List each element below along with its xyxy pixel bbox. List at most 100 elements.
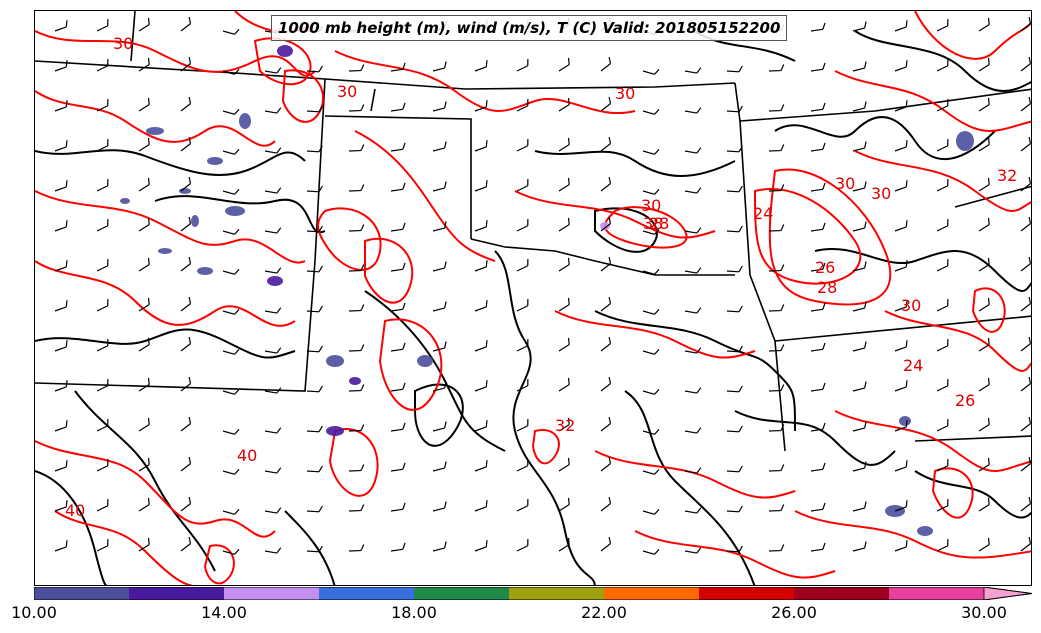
wind-barb	[894, 420, 908, 432]
wind-barb	[96, 379, 109, 392]
wind-barb	[390, 142, 406, 152]
wind-barb	[1020, 56, 1031, 72]
wind-barb	[768, 64, 785, 72]
wind-barb	[306, 105, 323, 113]
wind-barb	[978, 497, 990, 512]
wind-barb	[768, 504, 785, 512]
wind-barb	[810, 182, 826, 192]
wind-barb	[264, 187, 282, 194]
wind-barb	[810, 262, 826, 272]
wind-barb	[810, 342, 826, 352]
wind-barb	[138, 17, 150, 32]
wind-barb	[474, 300, 488, 312]
colorbar-bin	[129, 587, 225, 600]
wind-barb	[516, 259, 529, 272]
wind-barb	[138, 137, 150, 152]
wind-barb	[390, 222, 406, 232]
wind-barb	[600, 56, 612, 72]
wind-barb	[600, 376, 612, 392]
wind-barb	[96, 499, 109, 512]
wind-barb	[96, 139, 109, 152]
wind-barb	[390, 102, 406, 112]
state-borders	[35, 11, 1031, 452]
height-contour	[74, 390, 216, 572]
wind-speed-patch	[197, 267, 213, 275]
state-border	[954, 185, 1031, 208]
wind-barb	[264, 227, 282, 234]
wind-barb	[726, 425, 743, 433]
wind-barb	[432, 421, 447, 432]
wind-barb	[600, 336, 612, 352]
wind-barb	[810, 302, 826, 312]
wind-barb	[348, 64, 365, 72]
wind-barb	[306, 465, 323, 473]
wind-barb	[222, 548, 240, 555]
wind-barb	[894, 260, 908, 272]
height-contour	[154, 195, 326, 234]
colorbar-tick-label: 30.00	[961, 603, 1007, 622]
temperature-contour	[35, 260, 296, 327]
wind-barb	[264, 67, 282, 74]
temperature-contour	[514, 190, 716, 239]
wind-barb	[222, 508, 240, 515]
wind-barb	[600, 176, 612, 192]
wind-barb	[558, 257, 570, 272]
wind-barb	[96, 419, 109, 432]
wind-speed-patch	[956, 131, 974, 151]
wind-barb	[306, 545, 323, 553]
state-border	[130, 11, 136, 62]
wind-barb	[390, 62, 406, 72]
wind-barb	[810, 462, 826, 472]
wind-barb	[222, 228, 240, 235]
wind-barb	[432, 221, 447, 232]
wind-barb	[516, 99, 529, 112]
wind-barb	[222, 468, 240, 475]
colorbar-tick-label: 18.00	[391, 603, 437, 622]
height-contour	[35, 328, 296, 359]
wind-barb	[558, 497, 570, 512]
wind-barb	[348, 104, 365, 112]
height-contour	[624, 390, 756, 585]
wind-barb	[684, 467, 702, 474]
temperature-contour	[834, 410, 1031, 472]
temperature-contours	[35, 11, 1031, 585]
wind-barb	[474, 180, 488, 192]
wind-barb	[264, 427, 282, 434]
wind-barb	[642, 428, 660, 435]
colorbar-bin	[414, 587, 510, 600]
wind-barb	[1020, 536, 1031, 552]
wind-barb	[726, 105, 743, 113]
wind-barb	[852, 181, 867, 192]
wind-barb	[138, 217, 150, 232]
wind-barb	[390, 542, 406, 552]
wind-barb	[852, 501, 867, 512]
wind-barb	[306, 265, 323, 273]
wind-barb	[894, 220, 908, 232]
state-border	[470, 238, 735, 276]
wind-barb	[978, 337, 990, 352]
wind-barb	[768, 304, 785, 312]
wind-barb	[306, 185, 323, 193]
wind-speed-patch	[899, 416, 911, 426]
wind-barb	[936, 179, 949, 192]
wind-barb	[516, 459, 529, 472]
temperature-contour	[834, 70, 1031, 132]
wind-barb	[642, 188, 660, 195]
wind-barb	[558, 377, 570, 392]
wind-barb	[894, 60, 908, 72]
wind-barb	[474, 140, 488, 152]
height-contour	[734, 410, 896, 466]
wind-barb	[936, 339, 949, 352]
height-contour	[534, 150, 736, 177]
temperature-contour	[768, 168, 892, 306]
wind-barb	[978, 417, 990, 432]
wind-barb	[474, 220, 488, 232]
colorbar-bin	[794, 587, 890, 600]
wind-barb	[54, 220, 68, 232]
wind-speed-patch	[239, 113, 251, 129]
wind-barb	[642, 468, 660, 475]
wind-barb	[390, 302, 406, 312]
wind-barb	[1020, 296, 1031, 312]
wind-barb	[54, 340, 68, 352]
wind-barb	[936, 19, 949, 32]
